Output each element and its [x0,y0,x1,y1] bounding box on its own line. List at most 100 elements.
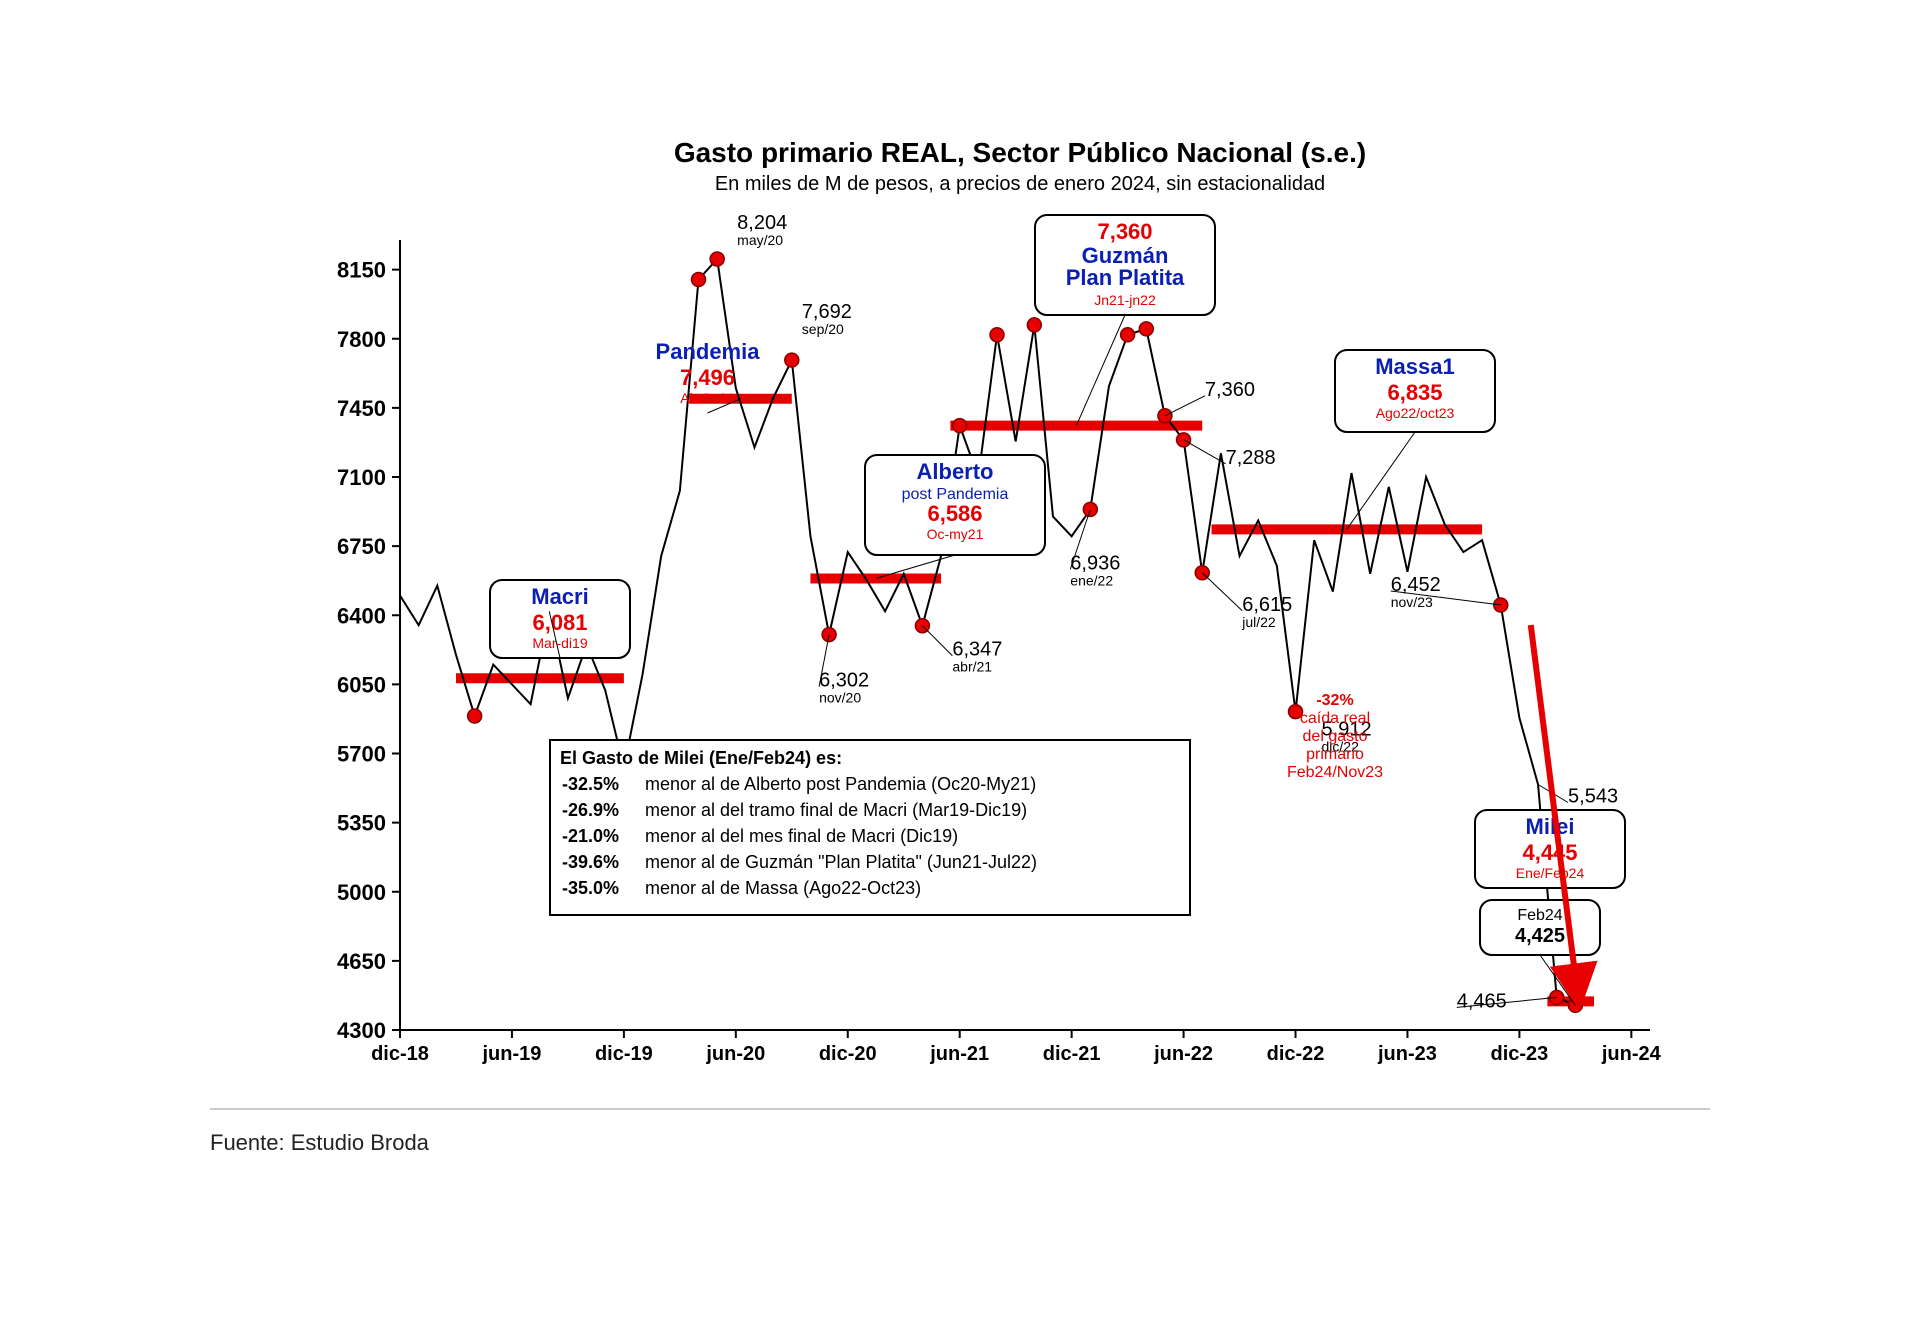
notes-row-text: menor al del mes final de Macri (Dic19) [645,826,958,846]
notes-box-title: El Gasto de Milei (Ene/Feb24) es: [560,748,842,768]
y-tick-label: 7450 [337,396,386,421]
data-marker [692,273,706,287]
point-date-label: sep/20 [802,321,844,337]
period-box-period: Ab-Se20 [680,390,735,406]
notes-row-pct: -35.0% [562,878,619,898]
notes-row-text: menor al de Massa (Ago22-Oct23) [645,878,921,898]
box-leader [1076,315,1125,426]
y-tick-label: 7100 [337,465,386,490]
data-marker [1121,328,1135,342]
drop-arrow-label: Feb24/Nov23 [1287,764,1383,781]
y-tick-label: 6750 [337,534,386,559]
leader-line [922,626,952,656]
drop-arrow-label: -32% [1316,692,1353,709]
point-date-label: ene/22 [1070,572,1113,588]
notes-row-text: menor al de Guzmán "Plan Platita" (Jun21… [645,852,1037,872]
chart-title: Gasto primario REAL, Sector Público Naci… [674,137,1366,168]
period-box-value: 4,445 [1522,840,1577,865]
period-box-name: Macri [531,584,588,609]
data-marker [1177,433,1191,447]
y-tick-label: 8150 [337,258,386,283]
chart-subtitle: En miles de M de pesos, a precios de ene… [715,173,1325,195]
data-marker [1139,322,1153,336]
notes-row-pct: -32.5% [562,774,619,794]
y-tick-label: 5700 [337,742,386,767]
data-marker [1027,318,1041,332]
y-tick-label: 5000 [337,880,386,905]
notes-row-text: menor al del tramo final de Macri (Mar19… [645,800,1027,820]
notes-row-pct: -21.0% [562,826,619,846]
point-value-label: 4,465 [1457,990,1507,1012]
y-tick-label: 6400 [337,603,386,628]
y-tick-label: 6050 [337,672,386,697]
point-date-label: abr/21 [952,659,992,675]
point-date-label: nov/20 [819,690,861,706]
leader-line [1202,573,1242,611]
data-marker [785,353,799,367]
x-tick-label: dic-21 [1043,1043,1101,1065]
period-box-name: Massa1 [1375,354,1455,379]
y-tick-label: 4650 [337,949,386,974]
x-tick-label: dic-22 [1267,1043,1325,1065]
x-tick-label: jun-22 [1153,1043,1213,1065]
period-box-name: Feb24 [1517,907,1562,924]
notes-row-pct: -39.6% [562,852,619,872]
drop-arrow-label: del gasto [1303,728,1368,745]
drop-arrow-label: caída real [1300,710,1370,727]
box-leader [1347,432,1415,529]
period-box-period: Mar-di19 [532,635,587,651]
y-tick-label: 7800 [337,327,386,352]
leader-line [1165,396,1205,416]
point-value-label: 6,302 [819,670,869,692]
point-date-label: may/20 [737,232,783,248]
y-tick-label: 4300 [337,1018,386,1043]
x-tick-label: jun-20 [705,1043,765,1065]
point-date-label: nov/23 [1391,594,1433,610]
point-value-label: 8,204 [737,212,787,234]
data-marker [1158,409,1172,423]
point-value-label: 5,543 [1568,786,1618,808]
source-line: Fuente: Estudio Broda [210,1130,429,1156]
drop-arrow-label: primario [1306,746,1364,763]
period-box-period: Jn21-jn22 [1094,292,1156,308]
data-marker [468,709,482,723]
data-marker [822,628,836,642]
period-box-period: Oc-my21 [927,526,984,542]
separator-rule [210,1108,1710,1110]
notes-row-pct: -26.9% [562,800,619,820]
point-value-label: 7,692 [802,301,852,323]
x-tick-label: jun-21 [929,1043,989,1065]
x-tick-label: jun-19 [481,1043,541,1065]
chart-svg: Gasto primario REAL, Sector Público Naci… [280,130,1680,1090]
notes-row-text: menor al de Alberto post Pandemia (Oc20-… [645,774,1036,794]
leader-line [1184,440,1226,464]
period-box-value: 6,081 [532,610,587,635]
y-tick-label: 5350 [337,811,386,836]
x-tick-label: jun-24 [1601,1043,1662,1065]
data-marker [990,328,1004,342]
period-box-name: Pandemia [656,339,761,364]
period-box-value: 4,425 [1515,925,1565,947]
point-value-label: 6,347 [952,639,1002,661]
period-box-name: Alberto [917,459,994,484]
period-box-name: Milei [1526,814,1575,839]
x-tick-label: dic-19 [595,1043,653,1065]
x-tick-label: dic-20 [819,1043,877,1065]
data-marker [1083,502,1097,516]
point-value-label: 7,288 [1226,447,1276,469]
period-box-value: 7,496 [680,365,735,390]
period-box-value: 7,360 [1097,219,1152,244]
point-value-label: 6,615 [1242,594,1292,616]
data-marker [710,252,724,266]
period-box-value: 6,835 [1387,380,1442,405]
chart-container: Gasto primario REAL, Sector Público Naci… [280,130,1680,1090]
x-tick-label: dic-23 [1490,1043,1548,1065]
point-value-label: 7,360 [1205,379,1255,401]
point-date-label: jul/22 [1241,614,1276,630]
data-marker [953,419,967,433]
point-value-label: 6,452 [1391,574,1441,596]
period-box-value: 6,586 [927,501,982,526]
x-tick-label: jun-23 [1377,1043,1437,1065]
period-box-period: Ago22/oct23 [1376,405,1455,421]
period-box-period: Ene/Feb24 [1516,865,1585,881]
